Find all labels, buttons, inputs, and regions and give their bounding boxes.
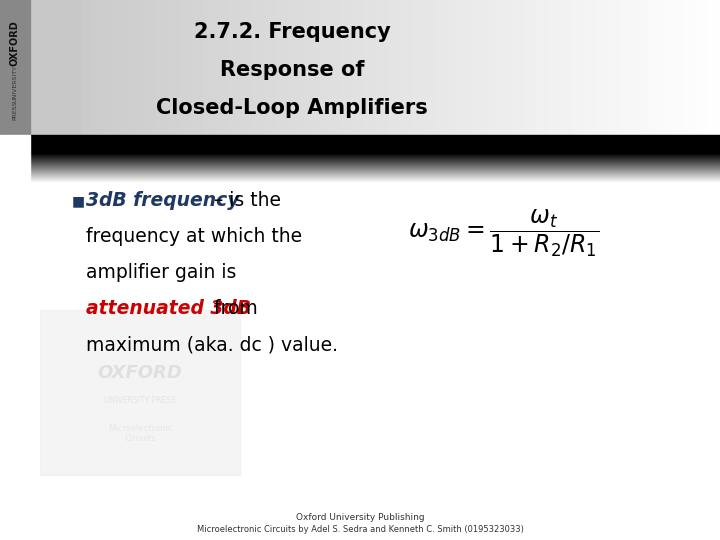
Text: maximum (aka. dc ) value.: maximum (aka. dc ) value. xyxy=(86,335,338,354)
Text: UNIVERSITY PRESS: UNIVERSITY PRESS xyxy=(104,396,176,405)
Text: frequency at which the: frequency at which the xyxy=(86,227,302,246)
Text: Closed-Loop Amplifiers: Closed-Loop Amplifiers xyxy=(156,98,428,118)
Text: $\omega_{3dB} = \dfrac{\omega_t}{1 + R_2 / R_1}$: $\omega_{3dB} = \dfrac{\omega_t}{1 + R_2… xyxy=(408,207,600,259)
Text: ■: ■ xyxy=(72,194,85,208)
Bar xyxy=(30,0,80,135)
Text: Response of: Response of xyxy=(220,60,364,80)
Text: Microelectronic Circuits by Adel S. Sedra and Kenneth C. Smith (0195323033): Microelectronic Circuits by Adel S. Sedr… xyxy=(197,525,523,535)
Text: PRESS: PRESS xyxy=(12,100,17,119)
Text: from: from xyxy=(208,300,258,319)
Text: UNIVERSITY: UNIVERSITY xyxy=(12,65,17,102)
Text: 2.7.2. Frequency: 2.7.2. Frequency xyxy=(194,22,390,42)
Text: attenuated 3dB: attenuated 3dB xyxy=(86,300,251,319)
Text: 3dB frequency: 3dB frequency xyxy=(86,192,240,211)
Bar xyxy=(0,135,720,153)
Text: OXFORD: OXFORD xyxy=(10,20,20,66)
Text: amplifier gain is: amplifier gain is xyxy=(86,264,236,282)
Text: – is the: – is the xyxy=(208,192,281,211)
Bar xyxy=(40,310,240,475)
Text: Microelectronic
Circuits: Microelectronic Circuits xyxy=(108,424,172,443)
Text: Oxford University Publishing: Oxford University Publishing xyxy=(296,514,424,523)
Text: OXFORD: OXFORD xyxy=(98,364,182,382)
Bar xyxy=(0,135,30,540)
Bar xyxy=(0,0,30,135)
